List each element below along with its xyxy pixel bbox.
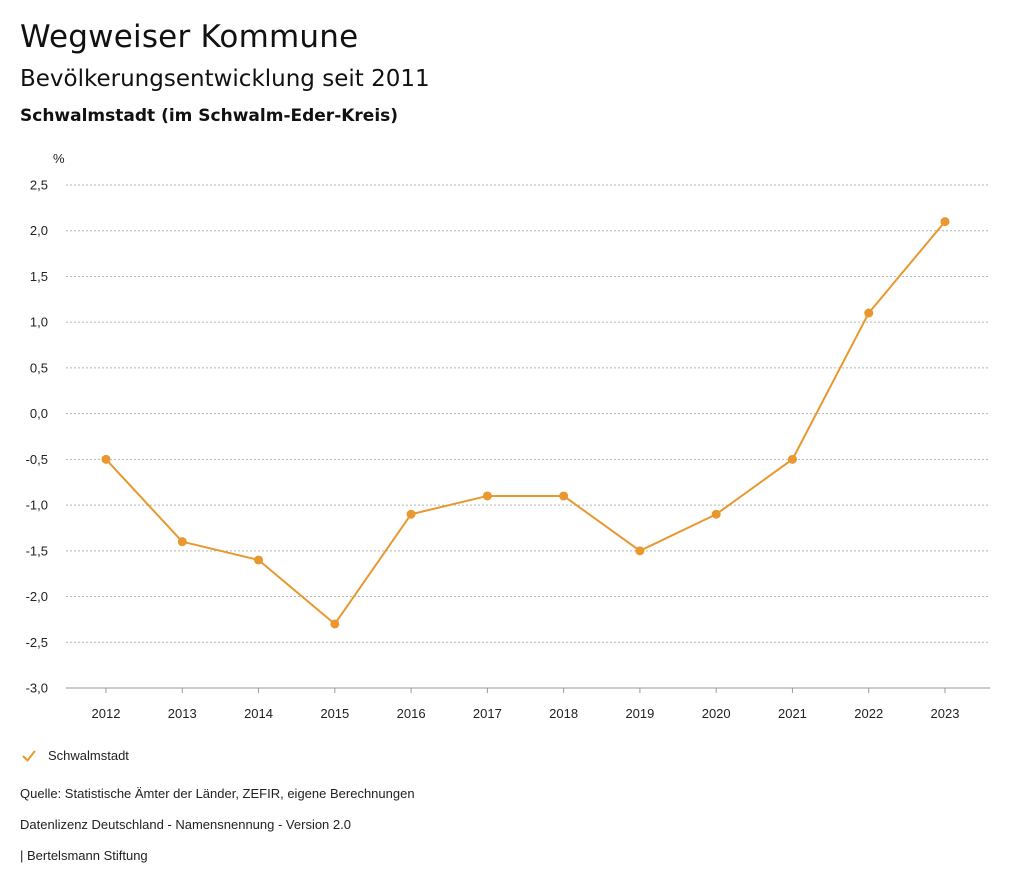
x-axis: 2012 2013 2014 2015 2016 2017 2018 2019 2020 2021… <box>92 688 960 721</box>
source-note: Quelle: Statistische Ämter der Länder, Z… <box>20 786 415 801</box>
license-note: Datenlizenz Deutschland - Namensnennung … <box>20 817 351 832</box>
y-tick-label: -2,5 <box>26 635 48 650</box>
data-point-2015[interactable] <box>330 619 340 629</box>
data-point-2018[interactable] <box>559 491 569 501</box>
data-point-2012[interactable] <box>101 454 111 464</box>
y-axis-unit-label: % <box>53 151 65 166</box>
region-name: Schwalmstadt (im Schwalm-Eder-Kreis) <box>20 106 399 126</box>
data-point-2017[interactable] <box>482 491 492 501</box>
x-tick-label: 2020 <box>702 706 731 721</box>
population-line-chart: % 2,5 2,0 1,5 1,0 0,5 0,0 -0,5 -1,0 -1,5 -2,0 -2,5 -… <box>26 151 990 721</box>
y-tick-label: -1,0 <box>26 498 48 513</box>
x-tick-label: 2016 <box>397 706 426 721</box>
data-point-2023[interactable] <box>940 217 950 227</box>
y-tick-label: 1,5 <box>30 269 48 284</box>
x-tick-label: 2023 <box>931 706 960 721</box>
publisher-note: | Bertelsmann Stiftung <box>20 848 148 863</box>
check-icon <box>22 748 36 762</box>
data-point-2021[interactable] <box>787 454 797 464</box>
grid-lines <box>66 184 990 689</box>
series-line <box>105 220 946 625</box>
y-tick-label: -1,5 <box>26 543 48 558</box>
y-tick-label: 2,0 <box>30 223 48 238</box>
y-tick-label: 0,0 <box>30 406 48 421</box>
y-tick-label: -2,0 <box>26 589 48 604</box>
x-tick-label: 2017 <box>473 706 502 721</box>
series-schwalmstadt <box>101 217 950 629</box>
x-tick-label: 2015 <box>320 706 349 721</box>
x-tick-label: 2014 <box>244 706 273 721</box>
page-title: Wegweiser Kommune <box>20 19 359 55</box>
chart-legend[interactable]: Schwalmstadt <box>22 744 129 766</box>
y-tick-label: 1,0 <box>30 315 48 330</box>
x-tick-label: 2012 <box>92 706 121 721</box>
data-point-2014[interactable] <box>254 555 264 565</box>
data-point-2022[interactable] <box>864 308 874 318</box>
x-tick-label: 2019 <box>625 706 654 721</box>
data-point-2020[interactable] <box>711 509 721 519</box>
y-tick-label: 2,5 <box>30 178 48 193</box>
x-tick-label: 2018 <box>549 706 578 721</box>
y-axis: % 2,5 2,0 1,5 1,0 0,5 0,0 -0,5 -1,0 -1,5 -2,0 -2,5 -… <box>26 151 65 696</box>
data-point-2016[interactable] <box>406 509 416 519</box>
x-tick-label: 2022 <box>854 706 883 721</box>
y-tick-label: -0,5 <box>26 452 48 467</box>
x-tick-label: 2021 <box>778 706 807 721</box>
data-point-2019[interactable] <box>635 546 645 556</box>
y-tick-label: 0,5 <box>30 360 48 375</box>
legend-label-schwalmstadt: Schwalmstadt <box>48 747 129 763</box>
chart-subtitle: Bevölkerungsentwicklung seit 2011 <box>20 66 430 92</box>
x-tick-label: 2013 <box>168 706 197 721</box>
y-tick-label: -3,0 <box>26 681 48 696</box>
data-point-2013[interactable] <box>177 537 187 547</box>
